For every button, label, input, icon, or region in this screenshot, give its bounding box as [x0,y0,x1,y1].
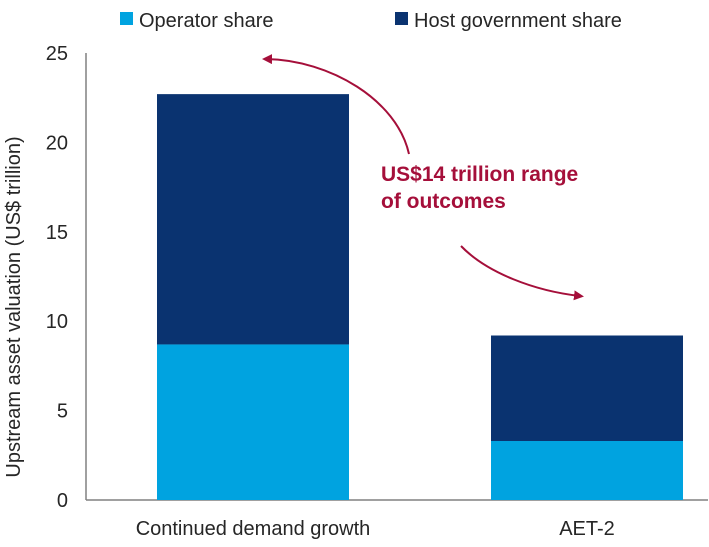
legend: Operator share Host government share [120,10,622,32]
legend-label-operator-share: Operator share [139,10,274,32]
y-tick-labels: 0 5 10 15 20 25 [46,43,68,512]
legend-swatch-operator-share [120,12,133,25]
y-tick-label-5: 5 [57,401,68,423]
y-tick-label-15: 15 [46,222,68,244]
y-tick-label-25: 25 [46,43,68,65]
bar-operator-1 [491,440,683,500]
bar-host-government-1 [491,335,683,441]
y-tick-label-0: 0 [57,490,68,512]
range-annotation: US$14 trillion range of outcomes [262,54,584,301]
annotation-line-1: US$14 trillion range [381,163,578,186]
annotation-arrow-down [460,245,584,301]
y-axis-label: Upstream asset valuation (US$ trillion) [3,136,25,477]
annotation-line-2: of outcomes [381,190,506,213]
y-tick-label-20: 20 [46,132,68,154]
bar-operator-0 [157,344,349,500]
y-tick-label-10: 10 [46,311,68,333]
annotation-arrow-up [262,54,410,155]
bars [157,94,683,500]
legend-swatch-host-government-share [395,12,408,25]
bar-host-government-0 [157,94,349,345]
category-labels: Continued demand growth AET-2 [136,518,615,540]
legend-label-host-government-share: Host government share [414,10,622,32]
category-label-0: Continued demand growth [136,518,371,540]
category-label-1: AET-2 [559,518,615,540]
